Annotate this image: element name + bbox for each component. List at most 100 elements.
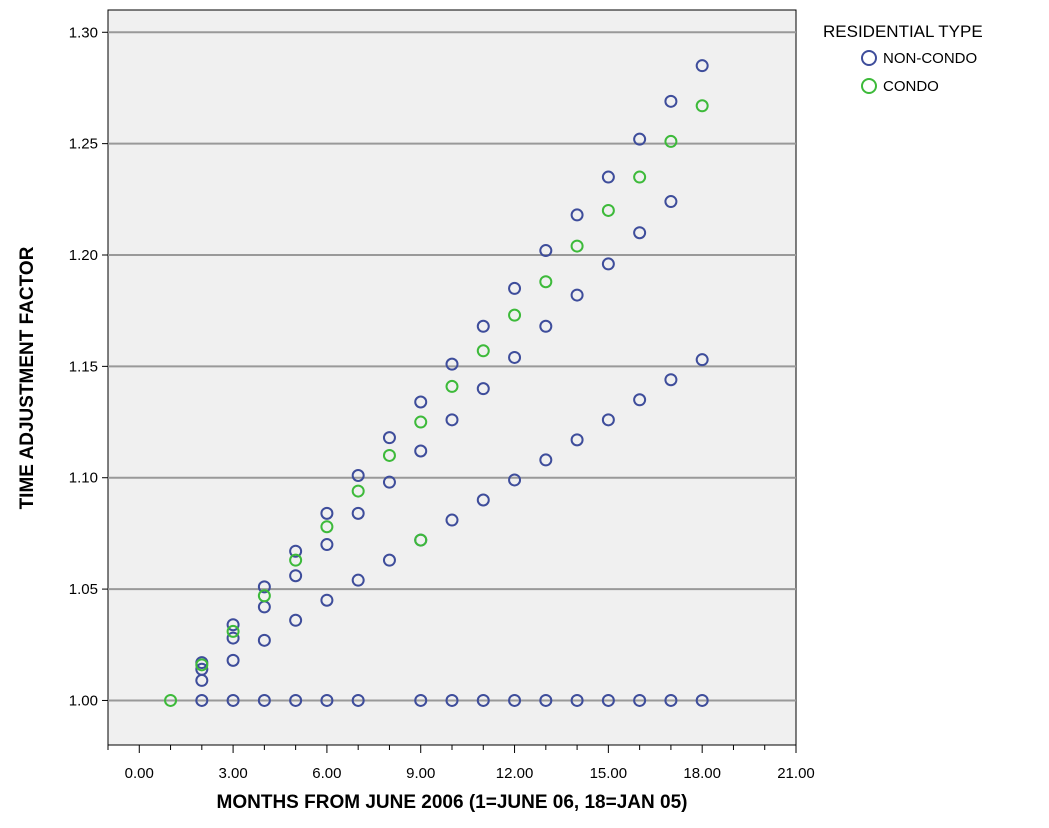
data-point-condo [539,275,553,289]
data-point-non-condo [320,506,334,520]
data-point-non-condo [289,569,303,583]
legend: RESIDENTIAL TYPE NON-CONDO CONDO [823,22,983,95]
data-point-non-condo [570,208,584,222]
legend-marker-non-condo [861,50,877,66]
data-point-non-condo [695,353,709,367]
y-tick-label: 1.30 [69,24,98,41]
y-tick-label: 1.05 [69,581,98,598]
data-point-non-condo [476,382,490,396]
data-point-non-condo [476,493,490,507]
data-point-non-condo [664,94,678,108]
data-point-condo [320,520,334,534]
data-point-condo [570,239,584,253]
data-point-non-condo [320,693,334,707]
legend-item-condo: CONDO [861,78,939,95]
x-tick-label: 12.00 [496,765,534,782]
data-point-non-condo [695,59,709,73]
data-point-non-condo [445,513,459,527]
data-point-non-condo [539,244,553,258]
data-point-condo [445,379,459,393]
data-point-non-condo [476,319,490,333]
data-point-non-condo [695,693,709,707]
data-point-non-condo [257,693,271,707]
plot-area [107,9,797,746]
data-points [164,59,709,707]
x-tick-label: 9.00 [406,765,435,782]
data-point-non-condo [664,693,678,707]
data-point-non-condo [539,319,553,333]
data-point-condo [226,624,240,638]
data-point-non-condo [414,444,428,458]
data-point-non-condo [382,553,396,567]
x-axis: 0.00 3.00 6.00 9.00 12.00 15.00 18.00 21.00 [107,745,815,782]
y-tick-label: 1.10 [69,470,98,487]
x-tick-label: 15.00 [590,765,628,782]
data-point-non-condo [633,132,647,146]
data-point-non-condo [570,288,584,302]
y-tick-label: 1.25 [69,136,98,153]
y-tick-label: 1.20 [69,247,98,264]
data-point-non-condo [351,469,365,482]
data-point-condo [695,99,709,113]
gridlines [108,31,796,702]
legend-label-condo: CONDO [883,78,939,95]
y-axis-title: TIME ADJUSTMENT FACTOR [17,246,38,509]
x-tick-label: 0.00 [125,765,154,782]
data-point-non-condo [320,538,334,552]
y-tick-label: 1.15 [69,358,98,375]
y-axis: 1.00 1.05 1.10 1.15 1.20 1.25 1.30 [69,24,108,709]
data-point-condo [414,533,428,547]
data-point-non-condo [664,195,678,209]
data-point-non-condo [351,573,365,587]
data-point-non-condo [664,373,678,387]
data-point-non-condo [226,693,240,707]
data-point-condo [351,484,365,498]
data-point-non-condo [257,633,271,647]
x-tick-label: 3.00 [218,765,247,782]
data-point-non-condo [508,281,522,295]
data-point-non-condo [601,170,615,184]
data-point-non-condo [539,693,553,707]
data-point-non-condo [570,433,584,447]
data-point-condo [508,308,522,322]
data-point-non-condo [414,395,428,409]
data-point-non-condo [508,693,522,707]
data-point-non-condo [601,693,615,707]
data-point-non-condo [445,413,459,427]
data-point-non-condo [445,693,459,707]
data-point-non-condo [257,580,271,594]
data-point-non-condo [508,350,522,364]
data-point-non-condo [226,618,240,632]
data-point-non-condo [633,693,647,707]
data-point-non-condo [633,393,647,407]
data-point-non-condo [414,693,428,707]
data-point-non-condo [601,257,615,271]
data-point-non-condo [320,593,334,607]
data-point-non-condo [633,226,647,240]
data-point-non-condo [351,693,365,707]
data-point-condo [289,553,303,567]
data-point-condo [601,203,615,217]
data-point-non-condo [289,544,303,558]
data-point-non-condo [195,662,209,676]
data-point-non-condo [195,693,209,707]
data-point-condo [195,658,209,672]
data-point-non-condo [508,473,522,487]
legend-title: RESIDENTIAL TYPE [823,22,983,41]
x-tick-label: 18.00 [683,765,721,782]
x-axis-title: MONTHS FROM JUNE 2006 (1=JUNE 06, 18=JAN… [217,792,688,813]
data-point-non-condo [445,357,459,371]
data-point-non-condo [570,693,584,707]
data-point-non-condo [601,413,615,427]
y-tick-label: 1.00 [69,692,98,709]
data-point-non-condo [289,613,303,627]
data-point-non-condo [539,453,553,467]
data-point-non-condo [476,693,490,707]
data-point-non-condo [226,631,240,645]
data-point-condo [633,170,647,184]
data-point-condo [414,415,428,429]
data-point-condo [257,589,271,603]
data-point-condo [164,693,178,707]
data-point-non-condo [351,506,365,520]
